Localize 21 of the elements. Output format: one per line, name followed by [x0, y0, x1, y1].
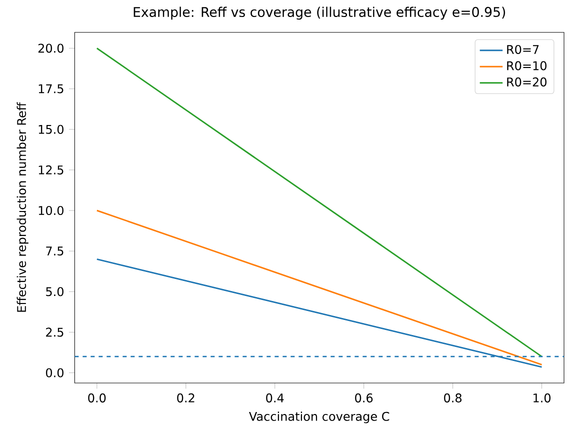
y-tick-label: 12.5 — [38, 166, 64, 175]
x-tick-label: 0.2 — [177, 394, 194, 403]
x-tick-label: 0.6 — [355, 394, 373, 403]
y-tick-label: 7.5 — [46, 246, 64, 256]
y-tick-label: 0.0 — [46, 368, 64, 378]
y-tick-label: 20.0 — [38, 44, 64, 53]
y-tick-label: 17.5 — [38, 84, 64, 94]
x-axis-title: Vaccination coverage C — [249, 412, 390, 424]
y-tick-label: 10.0 — [38, 206, 64, 216]
legend-label: R0=7 — [507, 45, 539, 54]
y-tick-label: 15.0 — [38, 124, 64, 134]
x-tick-label: 0.0 — [88, 394, 106, 403]
x-tick-label: 0.4 — [266, 394, 284, 403]
chart-title: Example: Reff vs coverage (illustrative efficacy e=0.95) — [134, 6, 506, 20]
x-tick-label: 0.8 — [444, 394, 462, 403]
y-tick-label: 2.5 — [46, 328, 64, 337]
y-axis-title: Effective reproduction number Reff — [16, 102, 28, 312]
legend-label: R0=10 — [507, 61, 546, 70]
y-tick-label: 5.0 — [46, 287, 64, 296]
x-tick-label: 1.0 — [534, 394, 551, 403]
legend-label: R0=20 — [507, 78, 546, 87]
